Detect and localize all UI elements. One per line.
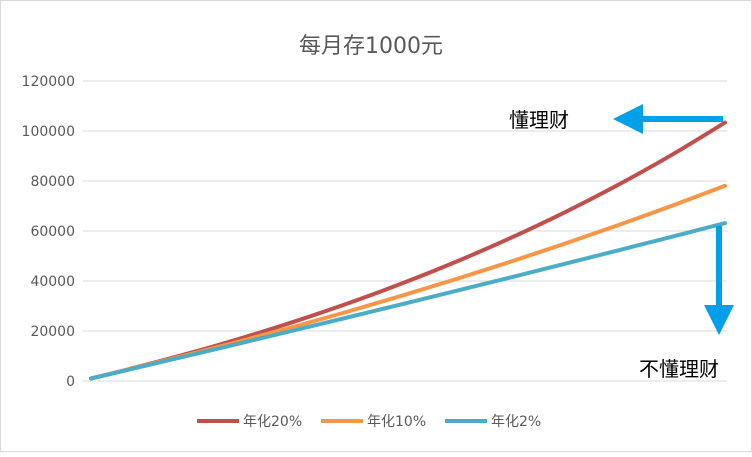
annotation-label: 懂理财 xyxy=(509,108,569,132)
arrow-head-down-icon xyxy=(704,305,734,335)
y-tick-label: 100000 xyxy=(22,124,75,140)
y-tick-label: 60000 xyxy=(30,224,75,240)
y-tick-label: 0 xyxy=(66,374,75,390)
arrow-head-left-icon xyxy=(613,104,643,134)
legend-label: 年化10% xyxy=(367,414,426,430)
y-tick-label: 20000 xyxy=(30,324,75,340)
legend-label: 年化2% xyxy=(491,414,541,430)
chart-title: 每月存1000元 xyxy=(299,34,443,59)
legend-label: 年化20% xyxy=(243,414,302,430)
series-line-2 xyxy=(89,221,727,381)
y-tick-label: 80000 xyxy=(30,174,75,190)
series-line-0 xyxy=(89,120,727,381)
y-tick-label: 40000 xyxy=(30,274,75,290)
annotation-label: 不懂理财 xyxy=(639,357,719,381)
y-tick-label: 120000 xyxy=(22,74,75,90)
